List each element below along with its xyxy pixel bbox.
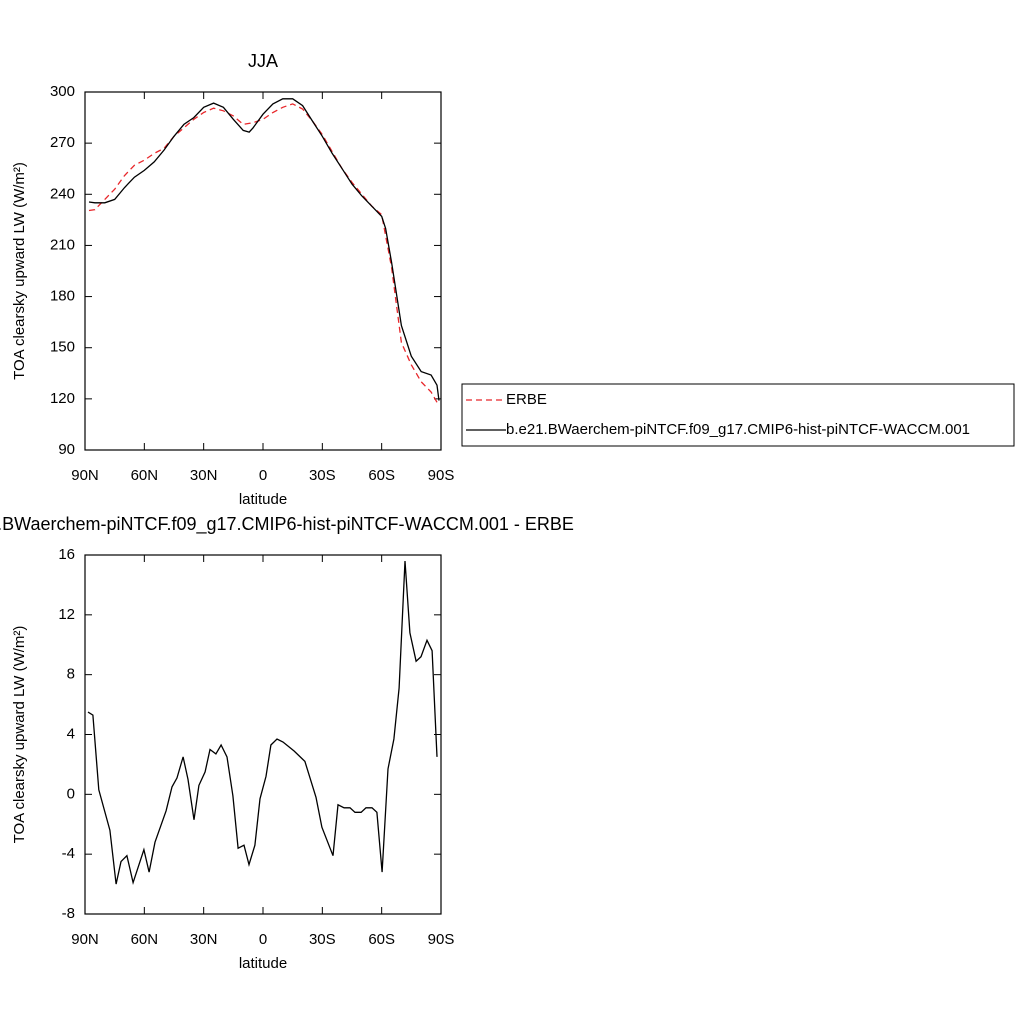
x-tick-label: 30S xyxy=(309,931,336,948)
legend-label: b.e21.BWaerchem-piNTCF.f09_g17.CMIP6-his… xyxy=(506,421,970,438)
y-tick-label: 4 xyxy=(67,725,75,742)
y-tick-label: 210 xyxy=(50,236,75,253)
plot-frame xyxy=(84,554,442,915)
y-tick-label: 120 xyxy=(50,390,75,407)
y-tick-label: 12 xyxy=(58,606,75,623)
y-tick-label: 8 xyxy=(67,666,75,683)
x-tick-label: 30N xyxy=(190,467,218,484)
y-tick-label: 16 xyxy=(58,546,75,563)
y-tick-label: 0 xyxy=(67,785,75,802)
y-tick-label: -8 xyxy=(62,905,75,922)
x-tick-label: 90S xyxy=(428,931,455,948)
x-tick-label: 0 xyxy=(259,467,267,484)
y-axis-label: TOA clearsky upward LW (W/m²) xyxy=(11,162,28,380)
x-tick-label: 60N xyxy=(131,467,159,484)
x-axis-label: latitude xyxy=(239,955,287,972)
x-tick-label: 0 xyxy=(259,931,267,948)
x-tick-label: 90N xyxy=(71,931,99,948)
y-tick-label: 300 xyxy=(50,83,75,100)
y-tick-label: -4 xyxy=(62,845,75,862)
legend-box xyxy=(461,383,1015,447)
x-tick-label: 90N xyxy=(71,467,99,484)
y-tick-label: 180 xyxy=(50,288,75,305)
data-line xyxy=(87,560,438,886)
plot-frame xyxy=(84,91,442,451)
y-tick-label: 90 xyxy=(58,441,75,458)
x-tick-label: 60N xyxy=(131,931,159,948)
x-tick-label: 30S xyxy=(309,467,336,484)
y-tick-label: 150 xyxy=(50,339,75,356)
x-tick-label: 60S xyxy=(368,931,395,948)
y-axis-label: TOA clearsky upward LW (W/m²) xyxy=(11,626,28,844)
data-line xyxy=(88,98,440,401)
y-tick-label: 270 xyxy=(50,134,75,151)
x-tick-label: 60S xyxy=(368,467,395,484)
y-tick-label: 240 xyxy=(50,185,75,202)
chart-title: JJA xyxy=(248,51,278,71)
x-axis-label: latitude xyxy=(239,491,287,508)
chart-title: b.e21.BWaerchem-piNTCF.f09_g17.CMIP6-his… xyxy=(0,514,574,535)
legend-label: ERBE xyxy=(506,391,547,408)
x-tick-label: 90S xyxy=(428,467,455,484)
x-tick-label: 30N xyxy=(190,931,218,948)
